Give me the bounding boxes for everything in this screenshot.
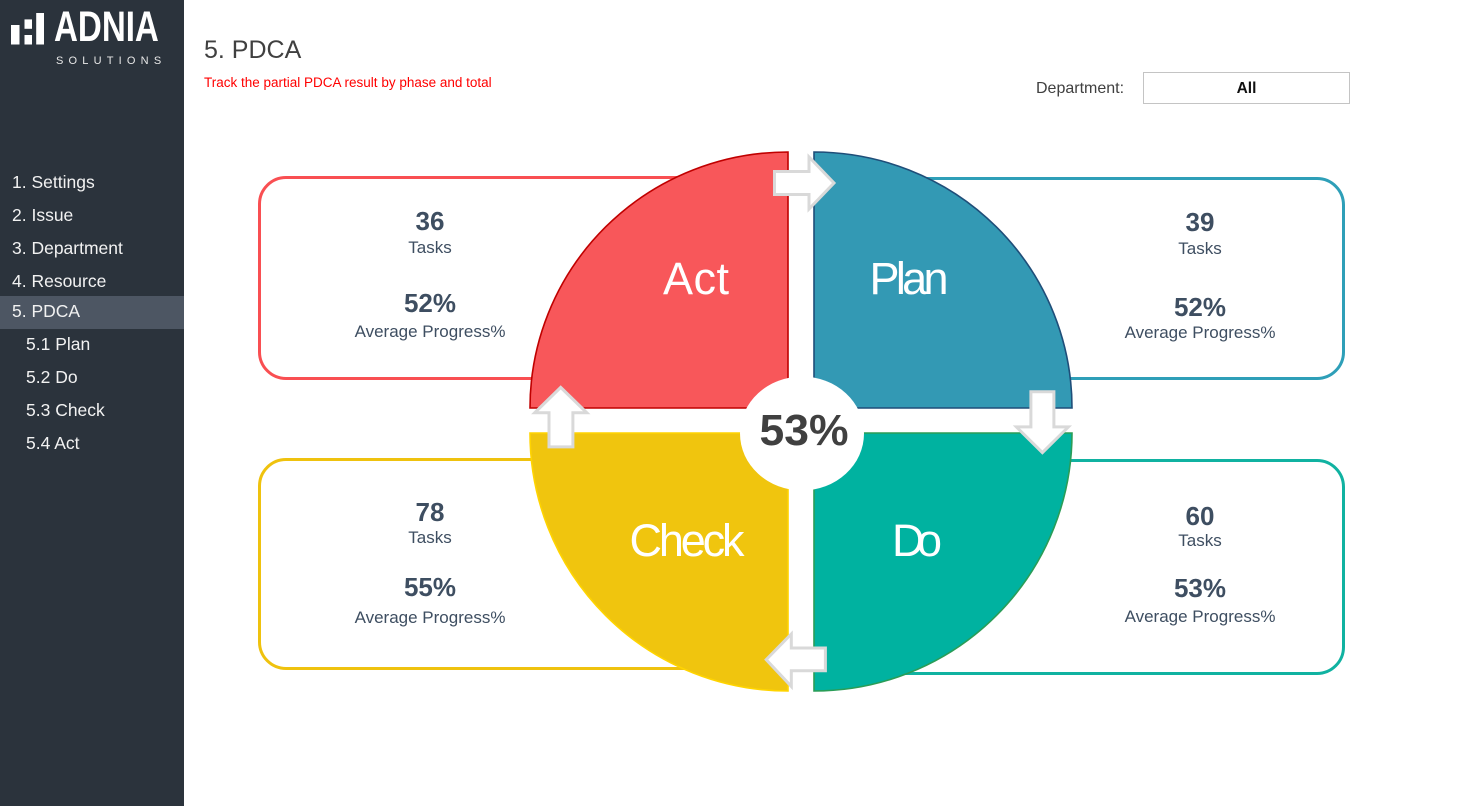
svg-text:Act: Act: [663, 253, 729, 304]
svg-text:Plan: Plan: [870, 253, 949, 304]
svg-text:Do: Do: [892, 515, 942, 566]
svg-text:53%: 53%: [760, 406, 849, 455]
svg-text:Check: Check: [630, 515, 746, 566]
